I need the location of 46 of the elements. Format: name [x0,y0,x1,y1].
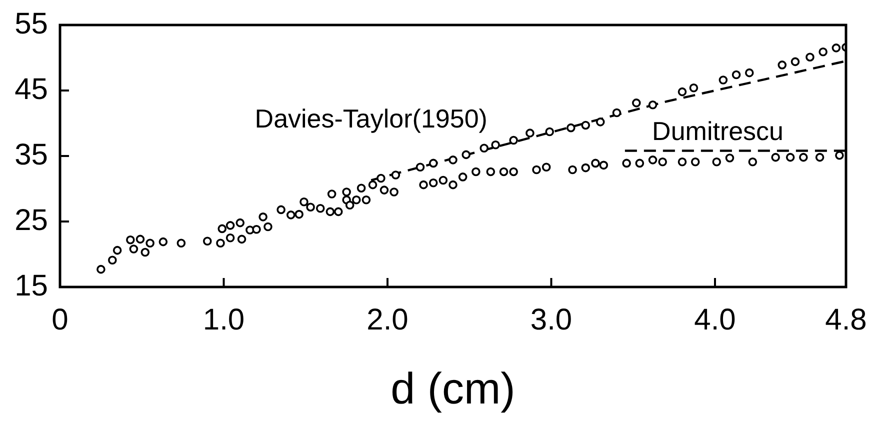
point [718,76,728,84]
x-axis-title: d (cm) [390,364,516,414]
point [566,123,576,132]
series-label: Davies-Taylor(1950) [254,103,488,134]
point [300,197,308,206]
series-label: Dumitrescu [652,116,784,146]
point [545,127,554,136]
y-tick-label: 45 [14,72,48,106]
point [648,100,658,110]
point [509,136,518,145]
point [581,120,590,130]
point [612,108,622,118]
point [428,158,438,168]
point [818,47,828,56]
point [356,184,366,192]
point [806,52,814,62]
point [480,144,489,153]
y-tick-label: 15 [14,269,48,302]
point [832,44,841,52]
point [790,57,800,66]
point [391,170,400,180]
y-tick-label: 35 [14,138,48,172]
point [376,174,386,183]
point [368,180,378,190]
point [491,140,500,150]
point [327,190,336,198]
point [448,156,458,164]
point [678,87,687,96]
y-tick-label: 55 [14,7,48,40]
point [689,83,698,92]
x-tick-label: 4.0 [694,303,736,336]
point [632,98,641,108]
point [778,60,787,70]
point [526,128,534,138]
point [416,162,425,172]
point [744,68,754,78]
x-tick-label: 4.8 [825,303,867,336]
point [462,150,470,160]
point [732,70,741,80]
x-tick-label: 1.0 [202,303,245,336]
point [342,188,351,196]
x-tick-label: 3.0 [530,303,572,336]
x-tick-label: 2.0 [366,303,408,336]
y-tick-label: 25 [14,204,48,237]
point [596,118,605,126]
x-tick-label: 0 [52,303,68,336]
